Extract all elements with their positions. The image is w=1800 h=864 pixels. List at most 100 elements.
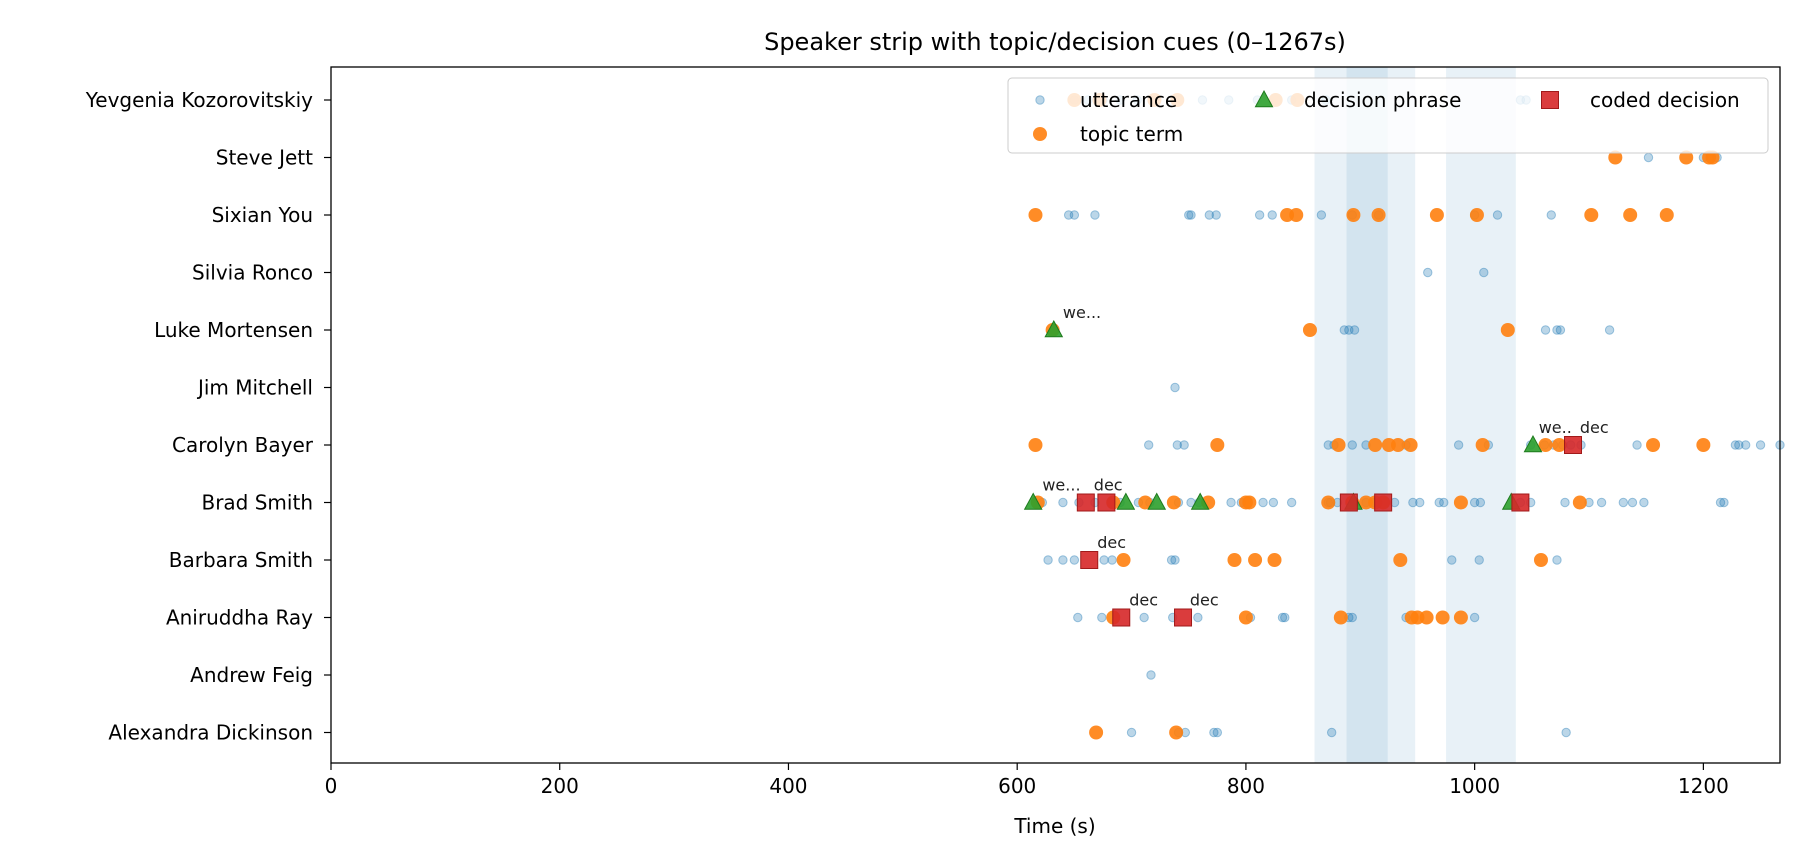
annotation-label: dec xyxy=(1580,418,1609,437)
x-axis: 0 200 400 600 800 1000 1200 xyxy=(325,763,1729,798)
decision-phrase-point xyxy=(1116,492,1136,510)
legend-coded-decision-marker xyxy=(1541,91,1559,109)
utterance-point xyxy=(1146,670,1156,680)
utterance-point xyxy=(1073,612,1083,623)
shaded-region-1 xyxy=(1346,67,1388,763)
topic-term-point xyxy=(1453,495,1468,510)
topic-term-point xyxy=(1116,553,1131,567)
topic-term-point xyxy=(1403,438,1418,452)
shaded-regions xyxy=(1314,67,1516,763)
coded-decision-point xyxy=(1080,551,1099,569)
utterance-point xyxy=(1170,382,1180,393)
x-tick-label: 0 xyxy=(325,774,338,798)
utterance-point xyxy=(1316,210,1327,220)
utterance-point xyxy=(1730,440,1741,450)
topic-term-point xyxy=(1533,553,1548,567)
y-tick-label: Aniruddha Ray xyxy=(166,606,313,630)
decision-phrase-point xyxy=(1147,492,1167,510)
legend-label: topic term xyxy=(1080,122,1183,146)
topic-term-point xyxy=(1584,208,1599,222)
legend-label: utterance xyxy=(1080,88,1177,112)
x-tick-label: 800 xyxy=(1227,774,1265,798)
utterance-point xyxy=(1552,555,1562,565)
topic-term-point xyxy=(1419,610,1434,625)
topic-term-point xyxy=(1210,438,1225,452)
utterance-point xyxy=(1339,325,1349,335)
utterance-point xyxy=(1099,555,1109,565)
utterance-point xyxy=(1408,497,1418,508)
utterance-point xyxy=(1043,555,1053,565)
utterance-point xyxy=(1755,440,1766,450)
utterance-point xyxy=(1479,267,1489,278)
utterance-point xyxy=(1254,210,1265,220)
plot-frame xyxy=(330,66,1781,764)
series-coded-decision xyxy=(1076,436,1582,627)
utterance-point xyxy=(1492,210,1503,220)
coded-decision-point xyxy=(1076,493,1095,512)
topic-term-point xyxy=(1028,208,1043,222)
y-tick-label: Andrew Feig xyxy=(190,663,313,687)
annotation-label: dec xyxy=(1190,591,1219,610)
topic-term-point xyxy=(1166,495,1181,510)
utterance-point xyxy=(1552,325,1562,335)
annotation-label: we... xyxy=(1042,476,1080,495)
topic-term-point xyxy=(1679,150,1694,165)
topic-term-point xyxy=(1169,725,1184,740)
topic-term-point xyxy=(1469,208,1484,222)
topic-term-point xyxy=(1238,610,1253,625)
utterance-point xyxy=(1618,497,1629,508)
utterance-point xyxy=(1347,440,1357,450)
topic-term-point xyxy=(1242,495,1257,510)
utterance-point xyxy=(1184,210,1194,220)
topic-term-point xyxy=(1696,438,1711,452)
utterance-point xyxy=(1139,612,1149,623)
y-tick-label: Jim Mitchell xyxy=(196,376,313,400)
topic-term-point xyxy=(1453,610,1468,625)
utterance-point xyxy=(1715,497,1726,508)
utterance-point xyxy=(1277,612,1288,623)
shaded-region-0 xyxy=(1314,67,1416,763)
y-tick-label: Steve Jett xyxy=(216,146,313,170)
decision-phrase-point xyxy=(1523,434,1543,453)
topic-term-point xyxy=(1371,208,1386,222)
topic-term-point xyxy=(1028,438,1043,452)
utterance-point xyxy=(1107,555,1117,565)
topic-term-point xyxy=(1289,208,1304,222)
utterance-point xyxy=(1069,210,1080,220)
legend-label: decision phrase xyxy=(1304,88,1461,112)
shaded-region-2 xyxy=(1446,67,1516,763)
utterance-point xyxy=(1170,555,1180,565)
utterance-point xyxy=(1204,210,1215,220)
utterance-point xyxy=(1474,555,1484,565)
utterance-point xyxy=(1434,497,1444,508)
annotation-label: dec xyxy=(1094,476,1123,495)
utterance-point xyxy=(1090,210,1100,220)
y-tick-label: Barbara Smith xyxy=(169,548,313,572)
y-tick-label: Yevgenia Kozorovitskiy xyxy=(85,88,313,112)
topic-term-point xyxy=(1346,208,1361,222)
utterance-point xyxy=(1604,325,1615,335)
utterance-point xyxy=(1144,440,1154,450)
utterance-point xyxy=(1734,440,1744,450)
annotations: we... we.. dec we... dec dec dec dec xyxy=(1042,303,1608,610)
topic-term-point xyxy=(1267,553,1282,567)
utterance-point xyxy=(1058,497,1068,508)
utterance-point xyxy=(1258,497,1268,508)
legend-topic-marker xyxy=(1033,127,1047,141)
utterance-point xyxy=(1097,612,1107,623)
utterance-point xyxy=(1058,555,1068,565)
utterance-point xyxy=(1643,152,1654,163)
utterance-point xyxy=(1211,210,1221,220)
topic-term-point xyxy=(1623,208,1638,222)
coded-decision-point xyxy=(1374,493,1393,512)
topic-term-point xyxy=(1608,150,1623,165)
legend-decision-phrase-marker xyxy=(1254,89,1274,108)
data-points xyxy=(1023,93,1785,740)
utterance-point xyxy=(1347,612,1357,623)
utterance-point xyxy=(1268,497,1279,508)
y-tick-label: Alexandra Dickinson xyxy=(108,721,313,745)
coded-decision-point xyxy=(1564,436,1582,454)
y-tick-label: Carolyn Bayer xyxy=(172,433,314,457)
x-tick-label: 400 xyxy=(769,774,807,798)
